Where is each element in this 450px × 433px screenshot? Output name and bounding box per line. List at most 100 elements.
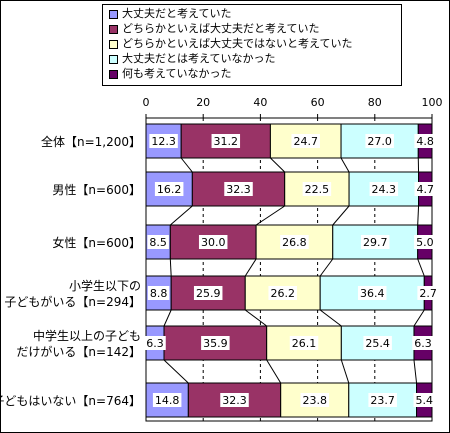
x-tick-label-80: 80: [368, 96, 382, 109]
data-label-4-4: 6.3: [414, 337, 432, 350]
legend-item-4: 何も考えていなかった: [109, 67, 231, 81]
legend-label-2: どちらかといえば大丈夫ではないと考えていた: [122, 37, 353, 50]
data-label-bg-3-4: [417, 286, 439, 300]
series-line-0-3: [340, 157, 350, 173]
x-tick-label-40: 40: [253, 96, 267, 109]
data-label-bg-1-4: [414, 182, 437, 196]
data-label-0-1: 31.2: [214, 135, 239, 148]
series-line-1-1: [169, 205, 193, 226]
data-label-bg-5-2: [300, 393, 329, 407]
data-label-1-4: 4.7: [417, 183, 435, 196]
data-label-bg-1-3: [369, 182, 399, 196]
series-line-2-3: [319, 258, 334, 277]
data-label-3-2: 26.2: [270, 287, 295, 300]
category-label-4-0: 中学生以上の子ども: [33, 328, 141, 343]
x-tick-label-20: 20: [196, 96, 210, 109]
series-line-4-4: [413, 359, 418, 384]
data-label-3-3: 36.4: [360, 287, 385, 300]
series-line-4-2: [266, 359, 282, 384]
data-label-5-0: 14.8: [155, 394, 180, 407]
legend-item-2: どちらかといえば大丈夫ではないと考えていた: [109, 37, 352, 51]
data-label-3-0: 8.8: [150, 287, 168, 300]
x-tick-label-100: 100: [422, 96, 443, 109]
data-label-bg-4-0: [144, 336, 166, 350]
data-label-bg-1-1: [224, 182, 253, 196]
data-label-3-4: 2.7: [419, 287, 437, 300]
data-label-5-4: 5.4: [416, 394, 434, 407]
category-label-4-1: だけがいる【n=142】: [16, 344, 141, 359]
series-line-3-2: [244, 309, 267, 327]
legend-swatch-1: [109, 24, 118, 34]
data-label-4-2: 26.1: [292, 337, 317, 350]
data-label-bg-4-2: [289, 336, 319, 350]
data-label-bg-5-4: [413, 393, 436, 407]
data-label-2-4: 5.0: [416, 236, 434, 249]
data-label-bg-0-3: [365, 134, 394, 148]
data-label-bg-0-0: [149, 134, 178, 148]
data-label-bg-4-1: [201, 336, 230, 350]
data-label-bg-2-1: [198, 235, 228, 249]
data-label-bg-1-2: [302, 182, 332, 196]
data-label-bg-0-2: [291, 134, 320, 148]
plot-frame: [145, 117, 433, 422]
series-line-3-3: [319, 309, 342, 327]
series-line-3-1: [163, 309, 172, 327]
data-label-4-3: 25.4: [365, 337, 390, 350]
data-label-bg-5-1: [220, 393, 249, 407]
legend-item-1: どちらかといえば大丈夫だと考えていた: [109, 22, 319, 36]
category-label-1-0: 男性【n=600】: [52, 183, 141, 197]
data-label-bg-4-3: [363, 336, 392, 350]
series-line-0-2: [270, 157, 286, 173]
series-line-0-1: [180, 157, 193, 173]
legend-item-0: 大丈夫だと考えていた: [109, 7, 231, 21]
series-line-1-4: [417, 205, 420, 226]
data-label-bg-5-0: [152, 393, 182, 407]
data-label-bg-0-1: [211, 134, 241, 148]
data-label-bg-5-3: [368, 393, 397, 407]
x-tick-label-60: 60: [311, 96, 325, 109]
category-label-2-0: 女性【n=600】: [52, 235, 141, 250]
legend-label-1: どちらかといえば大丈夫だと考えていた: [122, 22, 320, 35]
data-label-bg-3-1: [193, 286, 223, 300]
category-label-0-0: 全体【n=1,200】: [41, 134, 141, 149]
data-label-bg-2-0: [147, 235, 169, 249]
plot-area: [146, 118, 432, 421]
x-tick-label-0: 0: [143, 96, 150, 109]
series-line-2-4: [417, 258, 425, 277]
category-label-5-0: 子どもはいない【n=764】: [0, 394, 141, 408]
legend-swatch-4: [109, 69, 118, 79]
data-label-5-2: 23.8: [302, 394, 327, 407]
data-label-3-1: 25.9: [196, 287, 221, 300]
data-label-0-0: 12.3: [151, 135, 176, 148]
legend-label-0: 大丈夫だと考えていた: [122, 7, 232, 20]
legend-swatch-3: [109, 54, 118, 64]
data-label-0-4: 4.8: [416, 135, 434, 148]
data-label-4-0: 6.3: [146, 337, 164, 350]
data-label-5-1: 32.3: [222, 394, 247, 407]
data-label-bg-3-2: [268, 286, 297, 300]
legend: 大丈夫だと考えていた どちらかといえば大丈夫だと考えていた どちらかといえば大丈…: [102, 4, 402, 86]
category-label-3-1: 子どもがいる【n=294】: [4, 294, 141, 309]
legend-item-3: 大丈夫だとは考えていなかった: [109, 52, 275, 66]
category-label-3-0: 小学生以下の: [69, 278, 141, 293]
data-label-5-3: 23.7: [370, 394, 395, 407]
series-line-1-3: [332, 205, 350, 226]
legend-label-3: 大丈夫だとは考えていなかった: [122, 52, 276, 65]
data-label-1-2: 22.5: [305, 183, 330, 196]
data-label-bg-1-0: [154, 182, 184, 196]
series-line-3-4: [413, 309, 425, 327]
data-label-bg-3-3: [357, 286, 387, 300]
data-label-1-3: 24.3: [372, 183, 397, 196]
data-label-1-0: 16.2: [157, 183, 182, 196]
data-label-bg-3-0: [147, 286, 170, 300]
data-label-2-3: 29.7: [363, 236, 388, 249]
series-line-2-1: [169, 258, 172, 277]
bar-3-2: [244, 275, 321, 311]
series-line-2-2: [244, 258, 257, 277]
series-line-1-2: [255, 205, 285, 226]
data-label-4-1: 35.9: [203, 337, 228, 350]
legend-swatch-2: [109, 39, 118, 49]
series-line-4-3: [340, 359, 350, 384]
data-label-0-2: 24.7: [293, 135, 318, 148]
